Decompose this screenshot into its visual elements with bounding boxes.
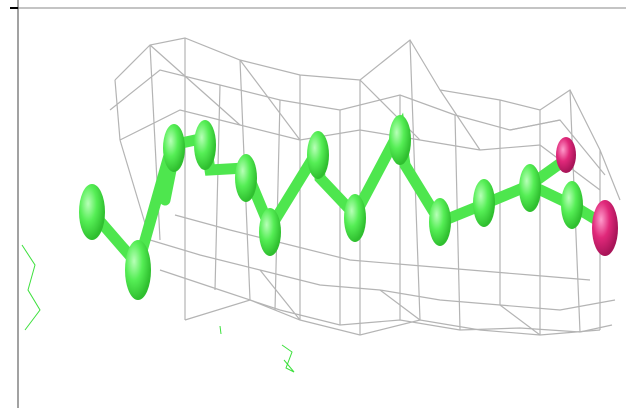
atom <box>259 208 281 256</box>
atom <box>473 179 495 227</box>
atom <box>344 194 366 242</box>
atom <box>194 120 216 170</box>
atom <box>561 181 583 229</box>
atom <box>389 115 411 165</box>
atom <box>79 184 105 240</box>
oxygen-atom <box>592 200 618 256</box>
atom <box>519 164 541 212</box>
atoms <box>79 115 618 300</box>
density-fragments <box>21 244 295 373</box>
atom <box>163 124 185 172</box>
atom <box>429 198 451 246</box>
oxygen-atom <box>556 137 576 173</box>
atom <box>235 154 257 202</box>
atom <box>307 131 329 179</box>
atom <box>125 240 151 300</box>
